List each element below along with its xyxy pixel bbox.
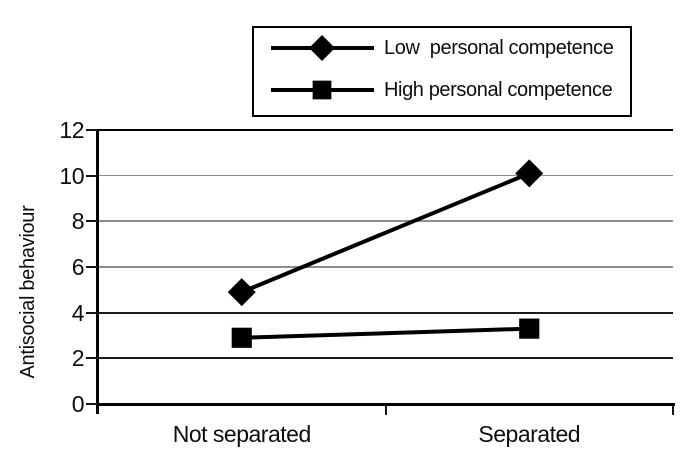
y-tick-label-0: 0: [71, 391, 85, 417]
legend-item-high-competence: High personal competence: [270, 76, 613, 104]
y-tick-label-8: 8: [71, 208, 85, 235]
gridline-y4: [98, 311, 673, 314]
y-tickmark-10: [86, 174, 98, 177]
y-tick-label-10: 10: [59, 162, 84, 189]
y-tickmark-2: [86, 357, 98, 360]
square-marker-icon: [271, 80, 374, 100]
y-tick-label-12: 12: [59, 117, 84, 143]
plot-top-border: [98, 129, 673, 131]
y-tick-label-6: 6: [71, 254, 85, 280]
legend-label-high-competence: High personal competence: [384, 78, 613, 101]
legend-box: Low personal competence High personal co…: [252, 26, 632, 117]
series-line-high-competence: [241, 326, 530, 340]
data-point-diamond-separated: [515, 159, 544, 188]
y-tickmark-6: [86, 266, 98, 268]
y-axis-line: [96, 130, 99, 414]
series-line-low-competence: [240, 171, 531, 294]
gridline-y6: [98, 266, 673, 268]
y-tickmark-8: [86, 220, 98, 223]
x-category-label-not-separated: Not separated: [172, 421, 311, 447]
legend-label-low-competence: Low personal competence: [384, 36, 614, 59]
data-point-diamond-not-separated: [227, 278, 256, 307]
gridline-y8: [98, 220, 673, 222]
y-tickmark-12: [86, 129, 98, 131]
legend-diamond-marker: [309, 35, 335, 61]
data-point-square-not-separated: [231, 327, 252, 348]
y-tickmark-0: [86, 403, 98, 405]
y-tick-label-2: 2: [71, 345, 85, 372]
x-tickmark-2: [672, 406, 674, 415]
gridline-y2: [98, 357, 673, 360]
data-point-square-separated: [519, 318, 540, 339]
gridline-y10: [98, 174, 673, 177]
legend-item-low-competence: Low personal competence: [270, 34, 614, 62]
y-tickmark-4: [86, 311, 98, 314]
x-category-label-separated: Separated: [478, 421, 581, 447]
diamond-marker-icon: [271, 35, 374, 61]
x-tickmark-1: [384, 406, 387, 415]
y-tick-label-4: 4: [71, 299, 85, 326]
x-axis-line: [96, 403, 675, 406]
legend-square-marker: [312, 80, 332, 100]
